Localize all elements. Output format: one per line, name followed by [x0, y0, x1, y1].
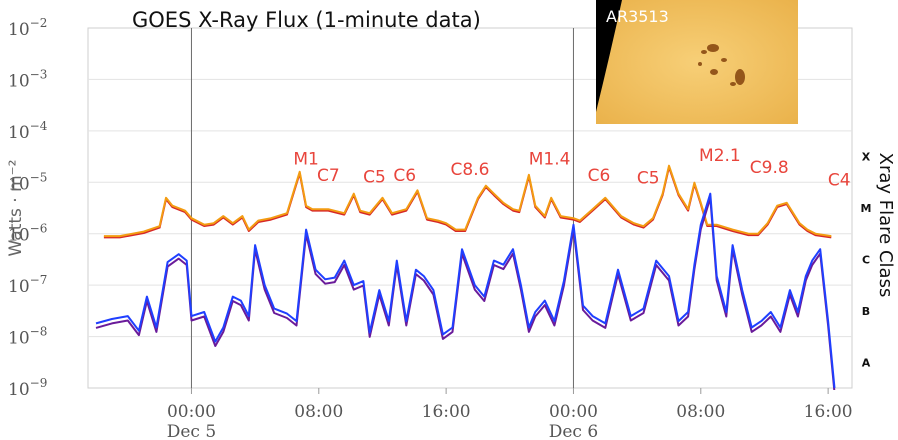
flare-class-b: B: [862, 305, 870, 318]
y-tick-label: 10−3: [8, 67, 47, 91]
y-axis-ticks: 10−9 10−8 10−7 10−6 10−5 10−4 10−3 10−2: [8, 16, 48, 400]
series-lines: [95, 164, 836, 390]
flare-label: M1: [293, 150, 318, 170]
active-region-label: AR3513: [606, 7, 669, 26]
flare-label: C7: [317, 166, 340, 186]
y-axis-label: Watts · m⁻²: [6, 160, 26, 257]
y-tick-label: 10−9: [8, 376, 47, 400]
flare-class-labels: X M C B A: [861, 151, 872, 370]
flare-class-axis-label: Xray Flare Class: [875, 153, 896, 298]
y-tick-label: 10−4: [8, 119, 48, 143]
day-boundary-lines: [190, 28, 574, 388]
active-region-inset: AR3513: [596, 0, 798, 124]
x-tick-time: 00:00: [167, 402, 216, 422]
y-tick-label: 10−6: [8, 222, 47, 246]
flare-class-m: M: [861, 202, 872, 215]
x-tick-date: Dec 5: [167, 422, 216, 440]
flare-label: C4: [828, 171, 851, 191]
y-tick-label: 10−8: [8, 325, 47, 349]
flare-label: M1.4: [529, 150, 571, 170]
flare-class-c: C: [862, 253, 870, 266]
flare-label: C5: [637, 168, 660, 188]
x-tick-time: 08:00: [676, 402, 725, 422]
y-tick-label: 10−7: [8, 273, 47, 297]
flare-label: C9.8: [750, 158, 789, 178]
x-tick-time: 08:00: [294, 402, 343, 422]
flare-label: M2.1: [699, 146, 741, 166]
y-tick-label: 10−2: [8, 16, 47, 40]
short-wavelength-line-secondary: [95, 197, 836, 390]
x-tick-time: 16:00: [422, 402, 471, 422]
flare-label: C6: [393, 166, 416, 186]
flare-class-a: A: [862, 356, 871, 369]
flare-label: C5: [363, 167, 386, 187]
flare-label: C8.6: [451, 160, 490, 180]
chart-title: GOES X-Ray Flux (1-minute data): [132, 8, 481, 32]
x-tick-time: 16:00: [804, 402, 853, 422]
flare-label: C6: [588, 166, 611, 186]
short-wavelength-line: [95, 192, 836, 389]
long-wavelength-line: [103, 164, 832, 238]
x-tick-time: 00:00: [549, 402, 598, 422]
flare-class-x: X: [862, 151, 871, 164]
x-tick-date: Dec 6: [549, 422, 598, 440]
y-tick-label: 10−5: [8, 170, 47, 194]
